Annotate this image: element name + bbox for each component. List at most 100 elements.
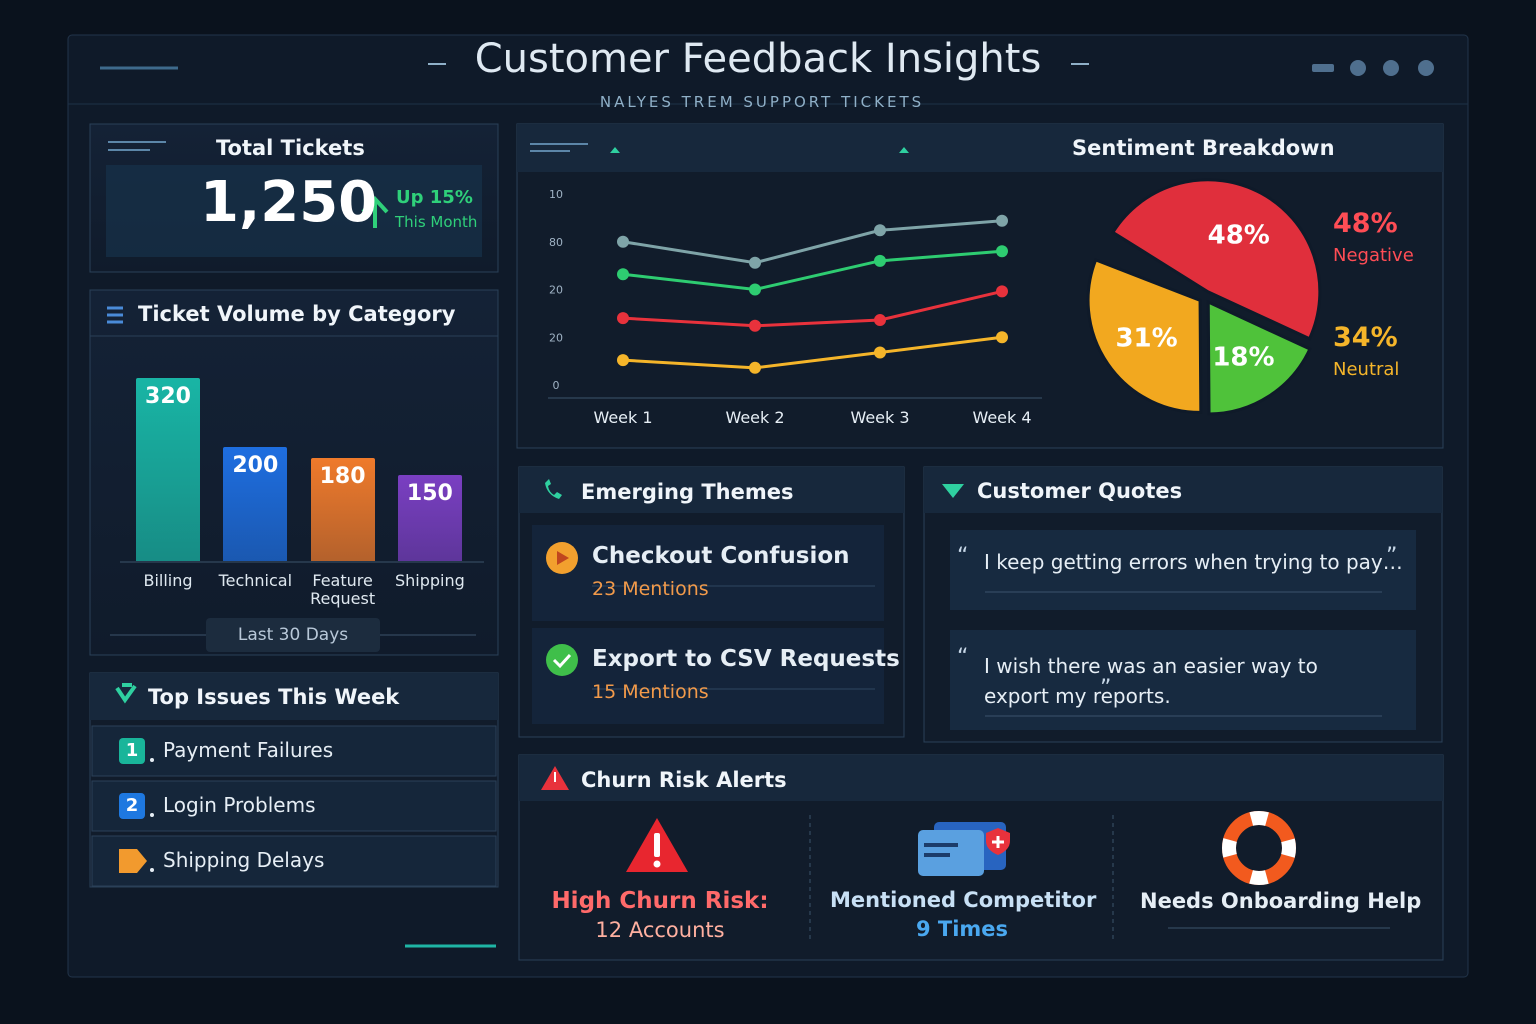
theme-mentions: 15 Mentions <box>592 681 709 703</box>
y-tick-label: 20 <box>549 331 563 344</box>
line-point <box>996 285 1008 298</box>
line <box>622 219 1003 265</box>
theme-mentions: 23 Mentions <box>592 578 709 600</box>
icon <box>546 644 578 676</box>
line <box>622 249 1003 292</box>
pie-slice <box>1206 299 1312 416</box>
x-tick-label: Shipping <box>394 571 465 590</box>
quote-mark: “ <box>957 544 969 569</box>
panel-header <box>519 755 1443 801</box>
line-point <box>617 354 629 367</box>
icon <box>557 551 569 565</box>
line-point <box>749 361 761 374</box>
y-tick-label: 20 <box>549 284 563 297</box>
line-point <box>617 312 629 325</box>
bar <box>397 475 462 561</box>
pie-slice <box>1110 178 1322 341</box>
alert-title: Needs Onboarding Help <box>1140 889 1422 913</box>
line-point <box>874 314 886 327</box>
panel-header <box>924 467 1442 513</box>
legend-value: 48% <box>1333 208 1398 239</box>
theme-title: Export to CSV Requests <box>592 646 900 672</box>
line-point <box>874 346 886 359</box>
legend-value: 34% <box>1333 322 1398 353</box>
x-tick-label: Week 1 <box>593 408 652 427</box>
quote-card <box>950 530 1416 610</box>
slice-label: 48% <box>1208 221 1270 251</box>
x-tick-label: Feature Request <box>310 571 376 608</box>
row[interactable] <box>91 725 497 777</box>
theme-title: Checkout Confusion <box>592 543 850 569</box>
page-subtitle: NALYES TREM SUPPORT TICKETS <box>599 93 925 111</box>
line-point <box>874 224 886 237</box>
panel-header <box>90 673 498 720</box>
kpi-period: This Month <box>395 213 478 231</box>
x-tick-label: Technical <box>218 571 293 590</box>
alert-icon <box>653 860 661 868</box>
y-tick-label: 10 <box>549 188 563 201</box>
card-icon <box>992 836 1004 848</box>
footer-pill <box>206 618 380 652</box>
card-icon <box>924 843 958 857</box>
icon <box>554 772 556 782</box>
bar-value: 180 <box>319 464 366 490</box>
window-control[interactable] <box>1350 60 1366 76</box>
issue: Payment Failures <box>163 738 334 762</box>
dot <box>150 813 154 817</box>
alert-icon <box>654 833 660 857</box>
line-point <box>749 256 761 269</box>
card[interactable] <box>532 628 884 724</box>
row[interactable] <box>91 835 497 887</box>
bar-value: 150 <box>406 481 453 507</box>
issue: Shipping Delays <box>163 848 325 872</box>
bar <box>136 378 200 561</box>
icon <box>545 479 562 499</box>
quote: I keep getting errors when trying to pay… <box>984 550 1403 574</box>
y-tick-label: 0 <box>553 379 560 392</box>
panel-header <box>517 124 1443 172</box>
card-title: Total Tickets <box>216 136 365 160</box>
kpi-value: 1,250 <box>200 170 378 235</box>
icon <box>552 653 572 669</box>
up-arrow <box>361 196 389 228</box>
dot <box>150 868 154 872</box>
legend-label: Negative <box>1333 245 1414 266</box>
icon <box>119 849 147 873</box>
panel-header <box>519 467 904 513</box>
quote: I wish there was an easier way to export… <box>984 654 1318 708</box>
lifebuoy-icon <box>1222 811 1296 885</box>
quote-card <box>950 630 1416 730</box>
panel-title: Emerging Themes <box>581 480 794 504</box>
line <box>622 289 1003 328</box>
alert-detail: 9 Times <box>915 917 1009 941</box>
x-tick-label: Week 2 <box>725 408 784 427</box>
window-control[interactable] <box>1418 60 1434 76</box>
panel-title: Ticket Volume by Category <box>138 302 456 326</box>
alert-title: Mentioned Competitor <box>830 888 1097 912</box>
slice-label: 31% <box>1115 323 1177 353</box>
bar <box>223 446 288 561</box>
panel-inner <box>106 165 482 257</box>
line <box>622 335 1003 370</box>
card[interactable] <box>532 525 884 621</box>
line-point <box>749 319 761 332</box>
page-title: Customer Feedback Insights <box>474 36 1042 82</box>
rank-badge: 2 <box>119 793 145 819</box>
quote-mark: ” <box>1100 676 1112 701</box>
window-control[interactable] <box>1312 64 1334 72</box>
line-point <box>996 245 1008 258</box>
line-point <box>996 214 1008 227</box>
icon <box>115 683 137 704</box>
line-point <box>996 331 1008 344</box>
x-tick-label: Week 4 <box>972 408 1031 427</box>
x-tick-label: Week 3 <box>850 408 909 427</box>
window-control[interactable] <box>1383 60 1399 76</box>
legend-label: Neutral <box>1333 359 1399 380</box>
x-tick-label: Billing <box>143 571 193 590</box>
row[interactable] <box>91 780 497 832</box>
pie-slice <box>1086 257 1203 414</box>
kpi-change: Up 15% <box>396 187 473 208</box>
line-point <box>749 283 761 296</box>
